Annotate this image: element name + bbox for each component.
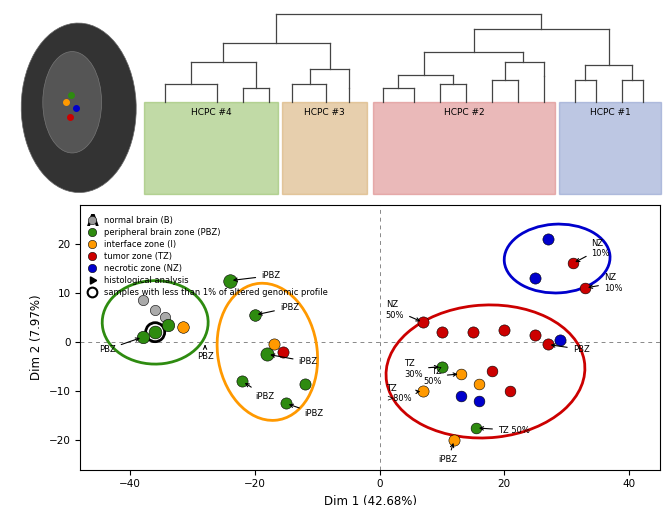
Point [498,326,509,334]
Point [418,387,429,395]
Text: PBZ: PBZ [99,338,139,354]
Text: NZ
10%: NZ 10% [589,273,622,293]
Text: A: A [86,214,98,229]
X-axis label: Dim 1 (42.68%): Dim 1 (42.68%) [324,495,417,505]
Point [543,340,553,348]
Point [268,340,279,348]
Text: iPBZ: iPBZ [438,444,458,464]
Legend: normal brain (B), peripheral brain zone (PBZ), interface zone (I), tumor zone (T: normal brain (B), peripheral brain zone … [84,214,330,299]
Text: HCPC #4: HCPC #4 [191,108,231,117]
Ellipse shape [21,23,136,192]
Bar [144,103,278,194]
Point [299,380,310,388]
Point [277,348,288,356]
Text: TZ
30%: TZ 30% [405,359,438,379]
Text: NZ
10%: NZ 10% [576,239,610,262]
Text: iPBZ: iPBZ [271,354,318,366]
Text: iPBZ: iPBZ [259,303,299,315]
Point [555,335,565,343]
Ellipse shape [43,52,102,153]
Point [281,399,291,408]
Bar [373,103,555,194]
Point [137,296,148,305]
Point [455,392,466,400]
Text: iPBZ: iPBZ [234,271,280,281]
Point [471,424,482,432]
Point [455,370,466,378]
Point [580,284,590,292]
Text: NZ
50%: NZ 50% [386,300,419,321]
Point [474,397,484,405]
Text: HCPC #2: HCPC #2 [444,108,484,117]
Text: TZ
>80%: TZ >80% [386,384,419,403]
Point [150,328,161,336]
Point [418,318,429,326]
Text: TZ
50%: TZ 50% [423,367,456,386]
Text: HCPC #3: HCPC #3 [304,108,345,117]
Point [530,274,541,282]
Point [162,321,173,329]
Point [530,331,541,339]
Text: iPBZ: iPBZ [246,383,274,400]
Point [474,380,484,388]
Point [449,436,460,444]
Point [249,311,260,319]
Point [468,328,478,336]
Point [436,328,447,336]
Text: iPBZ: iPBZ [290,404,324,418]
Text: PBZ: PBZ [552,344,590,354]
Y-axis label: Dim 2 (7.97%): Dim 2 (7.97%) [30,294,44,380]
Text: B: B [19,18,28,30]
Point [505,387,516,395]
Point [436,363,447,371]
Point [150,306,161,314]
Point [486,368,497,376]
Point [159,314,170,322]
Point [543,235,553,243]
Point [237,377,248,385]
Text: PBZ: PBZ [197,346,214,361]
Point [137,333,148,341]
Text: TZ 50%: TZ 50% [480,426,530,435]
Text: HCPC #1: HCPC #1 [590,108,630,117]
Point [567,260,578,268]
Point [262,350,273,359]
Point [150,328,161,336]
Bar [559,103,661,194]
Point [178,323,188,331]
Point [224,277,235,285]
Bar [281,103,367,194]
